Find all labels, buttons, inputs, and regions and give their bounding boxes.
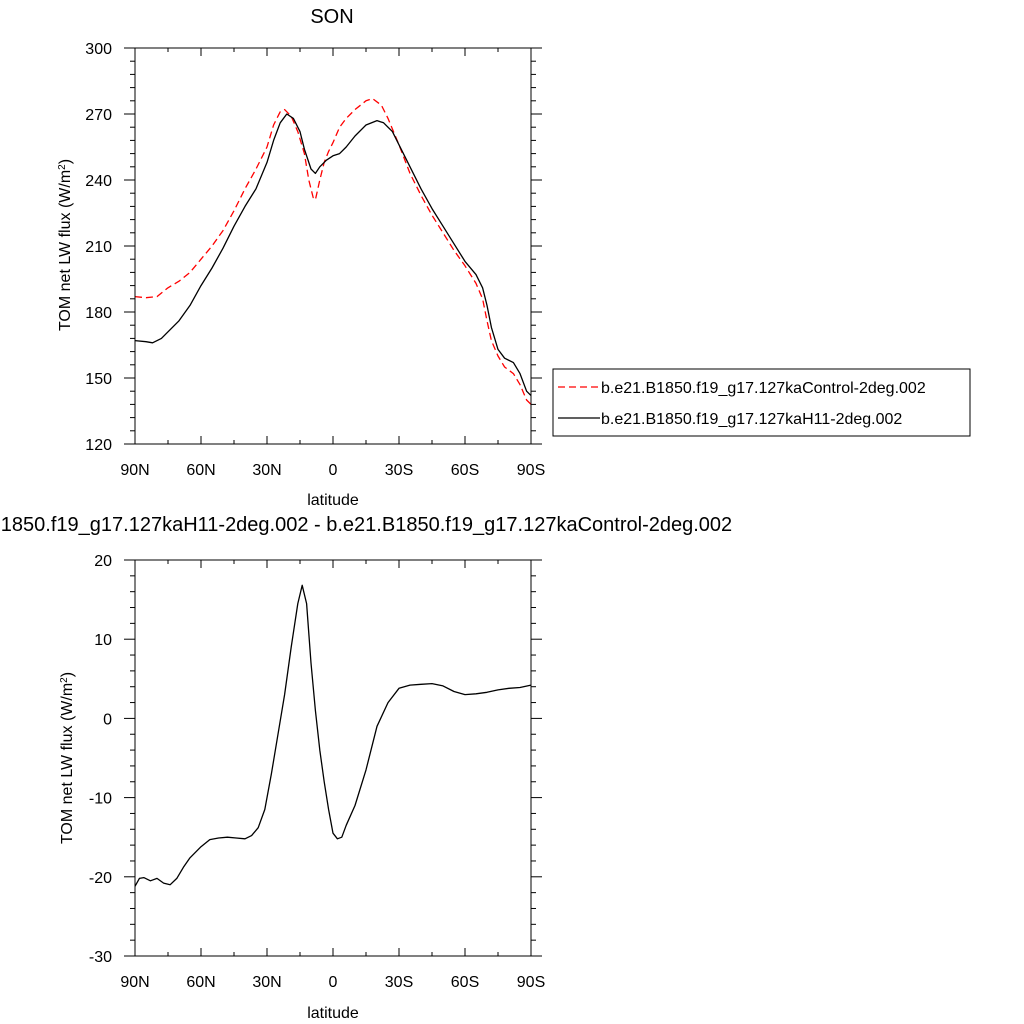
- top-y-tick-label: 180: [85, 305, 112, 322]
- top-x-tick-label: 30S: [385, 462, 413, 479]
- bottom-x-tick-label: 0: [329, 974, 338, 991]
- bottom-panel: b.e21.B1850.f19_g17.127kaH11-2deg.002 - …: [0, 514, 732, 1022]
- bottom-x-tick-label: 60S: [451, 974, 479, 991]
- top-x-tick-label: 90S: [517, 462, 545, 479]
- top-x-tick-label: 60N: [186, 462, 215, 479]
- top-ticks-group: 90N 60N 30N 0 30S 60S 90S 120 150 180 210 240 270 300: [85, 41, 545, 479]
- bottom-series-line-0: [134, 584, 532, 887]
- top-series-group: [134, 97, 532, 405]
- top-plot-frame: [134, 47, 532, 445]
- bottom-y-tick-label: -10: [89, 791, 112, 808]
- bottom-y-tick-label: 0: [103, 711, 112, 728]
- legend: b.e21.B1850.f19_g17.127kaControl-2deg.00…: [552, 368, 971, 437]
- bottom-plot-frame: [134, 559, 532, 957]
- bottom-x-tick-label: 90S: [517, 974, 545, 991]
- top-panel: SON 90N 60N 30N 0 30S 60S 90S 120 150 180 210 240 27…: [57, 6, 971, 509]
- top-title: SON: [310, 6, 353, 28]
- bottom-y-axis-label: TOM net LW flux (W/m2): [59, 672, 77, 844]
- bottom-series-group: [134, 584, 532, 887]
- legend-box: [552, 368, 971, 437]
- top-series-line-1: [134, 113, 532, 397]
- bottom-ticks-group: 90N 60N 30N 0 30S 60S 90S -30 -20 -10 0 10 20: [89, 553, 545, 991]
- bottom-x-tick-label: 30S: [385, 974, 413, 991]
- bottom-x-tick-label: 60N: [186, 974, 215, 991]
- top-y-tick-label: 240: [85, 173, 112, 190]
- legend-label-h11: b.e21.B1850.f19_g17.127kaH11-2deg.002: [601, 411, 902, 428]
- bottom-x-tick-label: 90N: [120, 974, 149, 991]
- top-y-tick-label: 150: [85, 371, 112, 388]
- top-x-tick-label: 30N: [252, 462, 281, 479]
- top-x-axis-label: latitude: [307, 492, 359, 509]
- top-y-tick-label: 270: [85, 107, 112, 124]
- bottom-y-tick-label: -30: [89, 949, 112, 966]
- top-series-line-0: [134, 97, 532, 405]
- top-x-tick-label: 90N: [120, 462, 149, 479]
- bottom-title: b.e21.B1850.f19_g17.127kaH11-2deg.002 - …: [0, 514, 732, 536]
- bottom-y-tick-label: -20: [89, 870, 112, 887]
- top-y-tick-label: 120: [85, 437, 112, 454]
- bottom-x-tick-label: 30N: [252, 974, 281, 991]
- top-y-axis-label: TOM net LW flux (W/m2): [57, 159, 75, 331]
- bottom-x-axis-label: latitude: [307, 1005, 359, 1022]
- top-x-tick-label: 60S: [451, 462, 479, 479]
- bottom-y-tick-label: 20: [94, 553, 112, 570]
- legend-label-control: b.e21.B1850.f19_g17.127kaControl-2deg.00…: [601, 380, 926, 397]
- top-y-tick-label: 210: [85, 239, 112, 256]
- bottom-y-tick-label: 10: [94, 632, 112, 649]
- top-x-tick-label: 0: [329, 462, 338, 479]
- top-y-tick-label: 300: [85, 41, 112, 58]
